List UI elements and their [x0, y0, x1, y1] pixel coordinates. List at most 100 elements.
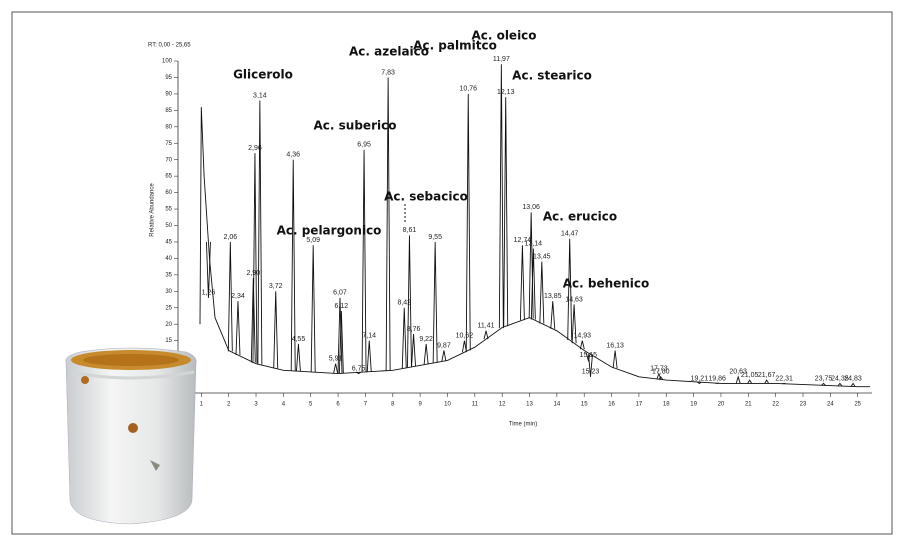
- plot: 0510152025303540455055606570758085909510…: [162, 29, 872, 408]
- jar-photo: [65, 347, 197, 525]
- y-tick-label: 45: [165, 240, 172, 246]
- peak: [337, 297, 343, 374]
- y-tick-label: 70: [165, 157, 172, 163]
- peak: [764, 379, 770, 384]
- x-tick-label: 15: [581, 402, 588, 408]
- peak-label: 6,75: [352, 365, 366, 372]
- peak-label: 13,85: [544, 293, 562, 300]
- x-tick-label: 5: [309, 402, 313, 408]
- peak-label: 1,26: [202, 290, 216, 297]
- peak: [697, 381, 702, 384]
- y-axis-label: Relative Abundance: [150, 183, 156, 237]
- x-tick-label: 21: [745, 402, 752, 408]
- peak: [401, 307, 407, 369]
- peak: [461, 340, 467, 353]
- peak: [290, 159, 296, 371]
- frame: [11, 11, 893, 535]
- peak: [850, 382, 856, 387]
- compound-name: Ac. pelargonico: [277, 224, 382, 238]
- peak-label: 6,07: [333, 290, 347, 297]
- peak: [441, 350, 447, 362]
- peak: [356, 371, 361, 375]
- peak: [585, 352, 591, 363]
- peak: [612, 350, 618, 369]
- compound-name: Ac. suberico: [314, 119, 397, 133]
- y-tick-label: 95: [165, 75, 172, 81]
- baseline-trace: [199, 107, 870, 388]
- peak-label: 3,14: [253, 92, 267, 99]
- peak: [361, 149, 367, 372]
- x-tick-label: 23: [800, 402, 807, 408]
- y-tick-label: 15: [165, 338, 172, 344]
- peak: [227, 241, 233, 352]
- peak: [366, 340, 372, 372]
- peak-label: 5,09: [306, 237, 320, 244]
- y-tick-label: 85: [165, 108, 172, 114]
- peak-label: 5,91: [329, 356, 343, 363]
- x-tick-label: 24: [827, 402, 834, 408]
- peak-label: 9,22: [419, 336, 433, 343]
- peak-label: 21,05: [741, 372, 759, 379]
- compound-name: Ac. sebacico: [384, 190, 468, 204]
- rt-range: RT: 0,00 - 25,65: [148, 43, 191, 49]
- peak-label: 2,34: [231, 293, 245, 300]
- x-tick-label: 6: [336, 402, 340, 408]
- peak-label: 10,76: [459, 86, 477, 93]
- x-tick-label: 7: [364, 402, 368, 408]
- x-tick-label: 1: [200, 402, 204, 408]
- x-tick-label: 4: [282, 402, 286, 408]
- compound-name: Ac. oleico: [471, 29, 536, 43]
- y-tick-label: 100: [162, 59, 173, 65]
- peak: [407, 235, 412, 368]
- peak-label: 8,42: [397, 300, 411, 307]
- x-tick-label: 2: [227, 402, 231, 408]
- compound-name: Glicerolo: [233, 68, 293, 82]
- compound-name: Ac. behenico: [563, 277, 650, 291]
- peak-label: 6,95: [357, 142, 371, 149]
- peak-label: 19,21: [691, 375, 709, 382]
- peak-label: 16,13: [606, 342, 624, 349]
- y-tick-label: 25: [165, 305, 172, 311]
- compound-name: Ac. erucico: [543, 210, 617, 224]
- peak: [658, 376, 664, 380]
- peak-label: 13,45: [533, 254, 551, 261]
- peak-label: 7,14: [362, 332, 376, 339]
- x-tick-label: 14: [554, 402, 561, 408]
- peak: [519, 245, 525, 321]
- peak-label: 15,23: [582, 369, 600, 376]
- x-tick-label: 9: [418, 402, 422, 408]
- compound-name: Ac. stearico: [512, 69, 592, 83]
- peak: [571, 304, 577, 344]
- peak: [530, 248, 536, 320]
- peak-label: 4,55: [292, 336, 306, 343]
- peak-label: 4,36: [286, 152, 300, 159]
- peak: [747, 379, 753, 384]
- peak-label: 22,31: [775, 375, 793, 382]
- x-tick-label: 20: [718, 402, 725, 408]
- x-tick-label: 3: [254, 402, 258, 408]
- peak-label: 9,87: [437, 342, 451, 349]
- peak: [432, 241, 438, 363]
- y-tick-label: 90: [165, 91, 172, 97]
- peak-label: 13,14: [525, 240, 543, 247]
- peak-label: 12,74: [514, 237, 532, 244]
- peak: [310, 245, 316, 373]
- peak-label: 2,06: [224, 234, 238, 241]
- peak-label: 3,72: [269, 283, 283, 290]
- x-tick-label: 13: [526, 402, 533, 408]
- y-tick-label: 75: [165, 141, 172, 147]
- peak-label: 8,61: [403, 227, 417, 234]
- y-tick-label: 20: [165, 322, 172, 328]
- peak-label: 10,62: [456, 332, 474, 339]
- x-tick-label: 25: [854, 402, 861, 408]
- peak-label: 11,41: [478, 323, 495, 330]
- peak: [735, 375, 741, 384]
- y-tick-label: 80: [165, 124, 172, 130]
- x-tick-label: 16: [608, 402, 615, 408]
- y-tick-label: 40: [165, 256, 172, 262]
- peak-label: 20,63: [729, 369, 747, 376]
- peak: [837, 382, 843, 387]
- peak: [550, 301, 556, 329]
- peak-label: 17,80: [652, 369, 670, 376]
- x-tick-label: 17: [636, 402, 643, 408]
